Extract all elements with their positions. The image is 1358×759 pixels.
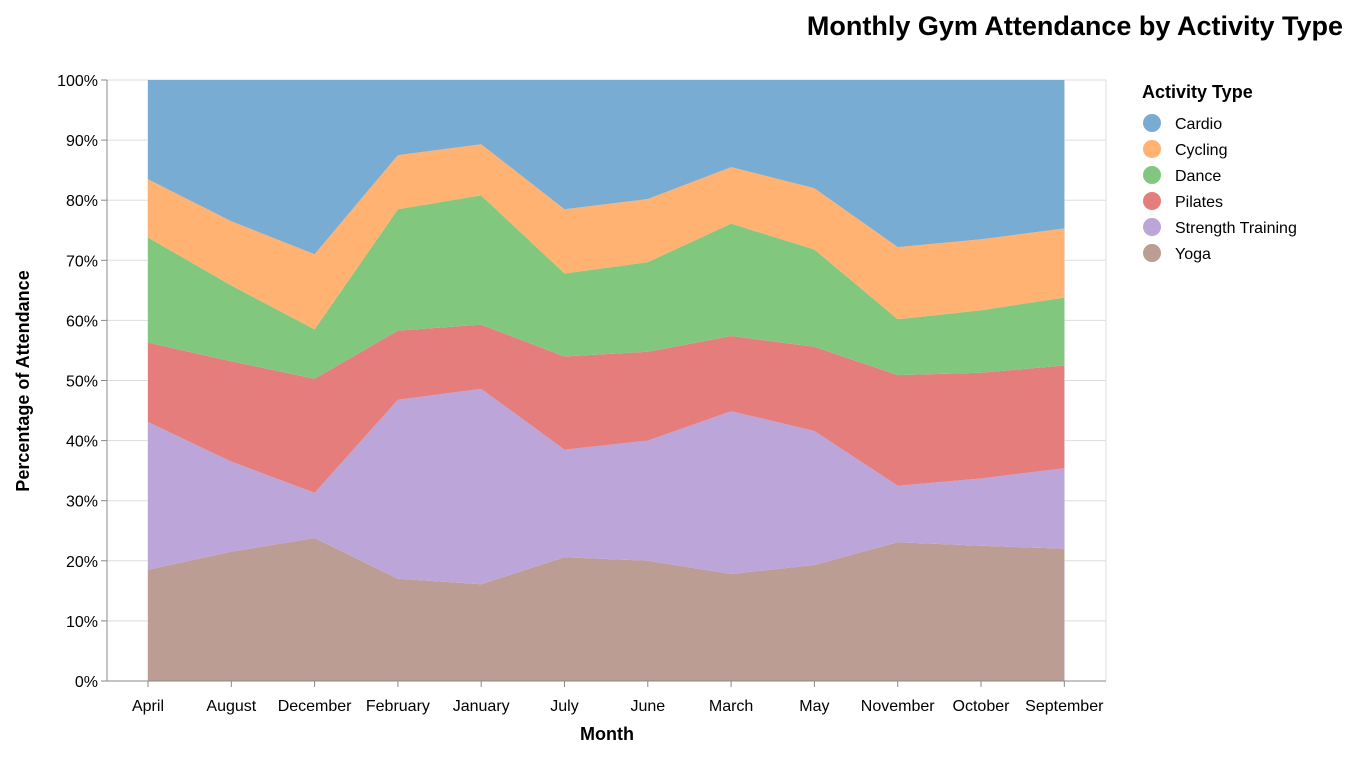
x-tick-label: October: [953, 698, 1011, 715]
legend-swatch: [1143, 140, 1161, 158]
area-strength-training[interactable]: [148, 388, 1065, 585]
legend-label: Cycling: [1175, 142, 1227, 159]
y-axis-title: Percentage of Attendance: [13, 270, 33, 491]
y-tick-label: 90%: [66, 133, 98, 150]
y-tick-label: 30%: [66, 494, 98, 511]
legend: Activity Type Cardio Cycling Dance Pilates S…: [1142, 82, 1297, 263]
y-tick-label: 60%: [66, 313, 98, 330]
legend-item[interactable]: Pilates: [1143, 192, 1223, 211]
x-tick-label: July: [550, 698, 578, 715]
legend-label: Strength Training: [1175, 220, 1297, 237]
legend-title: Activity Type: [1142, 82, 1253, 102]
legend-item[interactable]: Cardio: [1143, 114, 1222, 133]
y-tick-label: 80%: [66, 193, 98, 210]
x-tick-label: February: [366, 698, 430, 715]
legend-label: Cardio: [1175, 116, 1222, 133]
y-tick-label: 20%: [66, 554, 98, 571]
x-tick-label: November: [861, 698, 935, 715]
x-tick-label: June: [630, 698, 665, 715]
x-tick-label: August: [206, 698, 256, 715]
x-tick-label: March: [709, 698, 753, 715]
chart-title: Monthly Gym Attendance by Activity Type: [807, 11, 1343, 41]
legend-item[interactable]: Yoga: [1143, 244, 1211, 263]
area-series: [148, 80, 1065, 681]
legend-label: Dance: [1175, 168, 1221, 185]
legend-label: Yoga: [1175, 246, 1211, 263]
x-axis-title: Month: [580, 724, 634, 744]
x-tick-label: April: [132, 698, 164, 715]
area-cardio[interactable]: [148, 80, 1065, 255]
legend-item[interactable]: Cycling: [1143, 140, 1227, 159]
y-tick-label: 10%: [66, 614, 98, 631]
area-pilates[interactable]: [148, 324, 1065, 493]
area-dance[interactable]: [148, 195, 1065, 379]
legend-swatch: [1143, 166, 1161, 184]
x-tick-label: January: [453, 698, 510, 715]
legend-swatch: [1143, 218, 1161, 236]
legend-swatch: [1143, 114, 1161, 132]
y-tick-label: 100%: [57, 73, 98, 90]
y-tick-label: 70%: [66, 253, 98, 270]
x-tick-label: May: [799, 698, 829, 715]
legend-swatch: [1143, 192, 1161, 210]
legend-item[interactable]: Dance: [1143, 166, 1221, 185]
x-tick-label: December: [278, 698, 352, 715]
y-tick-label: 0%: [75, 674, 98, 691]
axes: 0% 10% 20% 30% 40% 50% 60% 70% 80% 90% 100% April Au…: [57, 73, 1106, 715]
area-cycling[interactable]: [148, 144, 1065, 330]
legend-item[interactable]: Strength Training: [1143, 218, 1297, 237]
area-yoga[interactable]: [148, 538, 1065, 681]
y-tick-label: 40%: [66, 434, 98, 451]
y-tick-label: 50%: [66, 374, 98, 391]
legend-label: Pilates: [1175, 194, 1223, 211]
x-tick-label: September: [1025, 698, 1104, 715]
legend-swatch: [1143, 244, 1161, 262]
